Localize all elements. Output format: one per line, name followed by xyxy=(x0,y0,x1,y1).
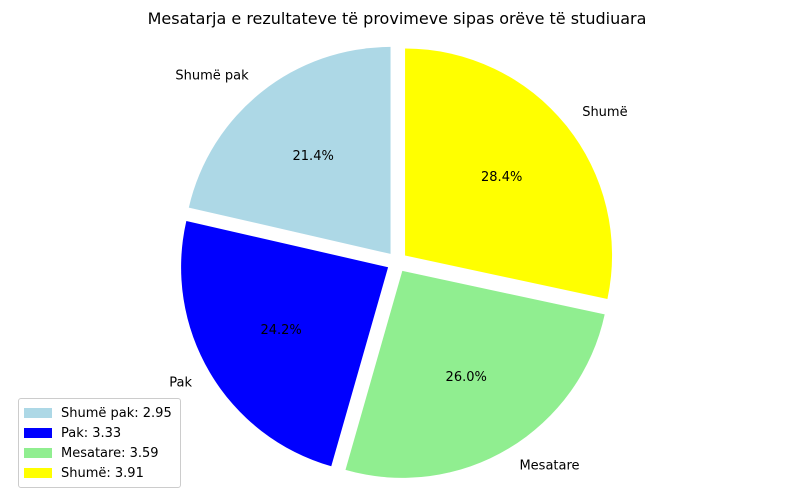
legend-swatch xyxy=(24,428,52,438)
legend-label: Shumë: 3.91 xyxy=(61,465,144,481)
legend-item: Mesatare: 3.59 xyxy=(24,443,172,463)
pie-slice xyxy=(405,48,613,300)
slice-category-label: Shumë xyxy=(582,105,627,120)
slice-category-label: Pak xyxy=(169,376,192,391)
slice-percent-label: 24.2% xyxy=(260,323,301,338)
slice-category-label: Shumë pak xyxy=(175,68,249,83)
legend-label: Mesatare: 3.59 xyxy=(61,445,159,461)
legend-swatch xyxy=(24,408,52,418)
pie-slice xyxy=(188,46,391,254)
chart-legend: Shumë pak: 2.95 Pak: 3.33 Mesatare: 3.59 Sh… xyxy=(18,398,181,488)
legend-label: Shumë pak: 2.95 xyxy=(61,405,172,421)
legend-label: Pak: 3.33 xyxy=(61,425,122,441)
pie-labels: 21.4% Shumë pak 24.2% Pak 26.0% Mesatare 28.4%… xyxy=(169,68,627,473)
slice-category-label: Mesatare xyxy=(519,459,579,474)
legend-swatch xyxy=(24,468,52,478)
chart-title: Mesatarja e rezultateve të provimeve sip… xyxy=(148,9,647,28)
legend-item: Pak: 3.33 xyxy=(24,423,172,443)
slice-percent-label: 28.4% xyxy=(481,170,522,185)
slice-percent-label: 21.4% xyxy=(293,149,334,164)
pie-slice xyxy=(181,220,389,467)
pie-slices xyxy=(181,46,613,478)
legend-swatch xyxy=(24,448,52,458)
legend-item: Shumë pak: 2.95 xyxy=(24,403,172,423)
slice-percent-label: 26.0% xyxy=(446,370,487,385)
pie-slice xyxy=(345,270,605,478)
legend-item: Shumë: 3.91 xyxy=(24,463,172,483)
